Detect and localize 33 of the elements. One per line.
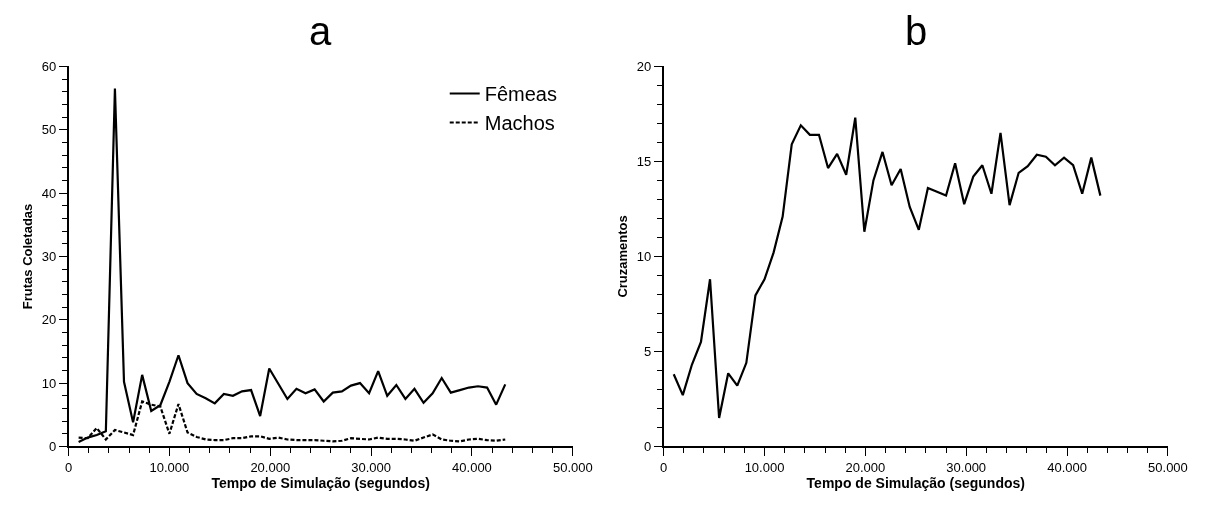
x-axis-title: Tempo de Simulação (segundos): [806, 474, 1025, 491]
y-axis-title: Cruzamentos: [615, 215, 631, 298]
y-tick-label: 50: [41, 122, 57, 138]
y-tick-label: 20: [636, 58, 652, 74]
x-tick-label: 30.000: [351, 459, 391, 475]
y-tick-label: 0: [48, 438, 57, 454]
x-axis-title: Tempo de Simulação (segundos): [211, 474, 430, 491]
line-series: [672, 116, 1102, 420]
y-tick-label: 10: [636, 248, 652, 264]
chart-title: b: [905, 9, 928, 53]
y-tick-label: 15: [636, 153, 652, 169]
x-tick-label: 20.000: [250, 459, 291, 475]
y-tick-label: 60: [41, 58, 57, 74]
y-tick-label: 5: [644, 343, 652, 359]
y-tick-label: 0: [644, 438, 652, 454]
x-tick-label: 30.000: [946, 459, 987, 475]
chart-title: a: [309, 9, 332, 53]
x-tick-label: 10.000: [149, 459, 190, 475]
y-tick-label: 20: [41, 312, 57, 328]
y-tick-label: 10: [41, 375, 57, 391]
x-tick-label: 50.000: [552, 459, 593, 475]
y-tick-label: 30: [41, 248, 57, 264]
x-tick-label: 40.000: [1047, 459, 1087, 475]
x-tick-label: 40.000: [452, 459, 492, 475]
x-tick-label: 20.000: [845, 459, 886, 475]
legend-label: Fêmeas: [484, 83, 557, 106]
x-tick-label: 50.000: [1148, 459, 1188, 475]
x-tick-label: 10.000: [744, 459, 785, 475]
y-tick-label: 40: [41, 185, 57, 201]
y-axis-title: Frutas Coletadas: [20, 203, 36, 310]
x-tick-label: 0: [64, 459, 73, 475]
x-tick-label: 0: [660, 459, 668, 475]
legend-label: Machos: [484, 112, 555, 135]
